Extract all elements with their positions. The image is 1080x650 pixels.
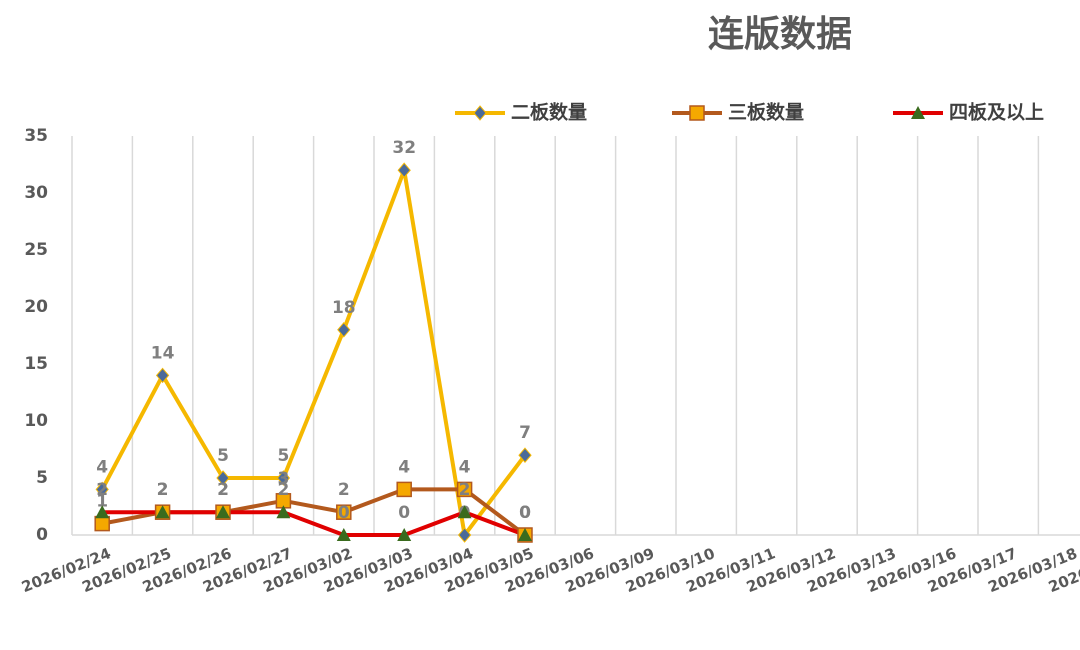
data-label: 1 xyxy=(96,492,108,512)
data-label: 5 xyxy=(217,446,229,466)
series-marker xyxy=(457,527,472,543)
series-marker xyxy=(336,504,352,520)
data-label: 2 xyxy=(96,480,108,500)
data-label: 0 xyxy=(398,503,410,523)
data-label: 2 xyxy=(338,480,350,500)
data-label: 0 xyxy=(519,503,531,523)
legend-marker xyxy=(911,106,925,119)
data-label: 2 xyxy=(217,480,229,500)
series-line xyxy=(100,168,527,537)
series-marker xyxy=(337,322,351,338)
data-label: 18 xyxy=(332,298,356,318)
data-label: 14 xyxy=(151,343,175,363)
legend-marker xyxy=(689,105,705,121)
y-tick-label: 20 xyxy=(24,297,48,317)
data-label: 2 xyxy=(217,480,229,500)
legend-label: 四板及以上 xyxy=(949,101,1044,124)
series-marker xyxy=(396,481,412,498)
y-tick-label: 10 xyxy=(24,411,48,431)
legend-label: 三板数量 xyxy=(728,101,804,124)
data-label: 2 xyxy=(157,480,169,500)
series-marker xyxy=(397,528,412,541)
y-tick-label: 0 xyxy=(36,525,48,545)
data-label: 2 xyxy=(459,480,471,500)
data-label: 4 xyxy=(398,457,410,477)
chart-title: 连版数据 xyxy=(708,14,852,55)
series-marker xyxy=(216,470,230,486)
y-tick-label: 35 xyxy=(24,126,48,146)
legend-label: 二板数量 xyxy=(511,101,587,124)
series-marker xyxy=(276,470,291,486)
data-label: 4 xyxy=(96,457,108,477)
series-marker xyxy=(95,505,110,519)
data-label: 2 xyxy=(157,480,169,500)
data-label: 5 xyxy=(277,446,289,466)
series-marker xyxy=(456,481,473,498)
data-label: 0 xyxy=(519,503,531,523)
y-tick-label: 25 xyxy=(24,240,48,260)
data-label: 4 xyxy=(459,457,471,477)
data-label: 7 xyxy=(519,423,531,443)
y-tick-label: 30 xyxy=(24,183,48,203)
series-marker xyxy=(155,367,170,384)
series-line xyxy=(102,510,526,537)
series-marker xyxy=(94,515,110,532)
data-label: 2 xyxy=(277,480,289,500)
y-tick-label: 5 xyxy=(36,468,48,488)
series-marker xyxy=(518,528,532,541)
series-marker xyxy=(397,162,411,178)
data-label: 3 xyxy=(277,469,289,489)
legend-marker xyxy=(473,105,487,121)
series-marker xyxy=(276,505,291,519)
series-marker xyxy=(518,447,532,463)
series-marker xyxy=(95,481,109,498)
y-tick-label: 15 xyxy=(24,354,48,374)
series-marker xyxy=(216,505,230,519)
series-marker xyxy=(457,505,472,519)
data-label: 32 xyxy=(392,138,416,158)
data-label: 0 xyxy=(338,503,350,523)
series-marker xyxy=(336,528,351,541)
series-marker xyxy=(155,505,170,519)
